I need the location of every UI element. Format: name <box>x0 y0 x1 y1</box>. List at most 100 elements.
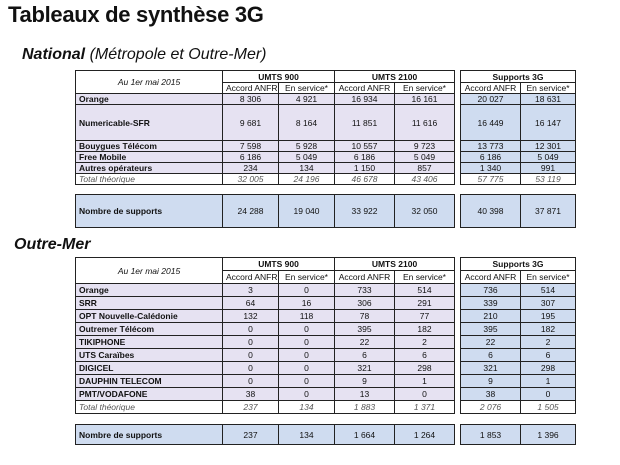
table-cell: 339 <box>460 296 522 310</box>
table-cell: 24 288 <box>222 194 279 228</box>
operator-label: Bouygues Télécom <box>75 140 223 152</box>
outremer-date-label: Au 1er mai 2015 <box>75 257 223 284</box>
table-cell: 1 505 <box>520 400 577 414</box>
operator-label: Autres opérateurs <box>75 162 223 174</box>
table-cell: 0 <box>222 322 279 336</box>
outremer-total-row: Total théorique 237 134 1 883 1 371 2 07… <box>75 400 577 414</box>
table-cell: 6 <box>334 348 395 362</box>
operator-label: PMT/VODAFONE <box>75 387 223 401</box>
table-row: DIGICEL 0 0 321 298 321 298 <box>75 361 577 375</box>
table-cell: 234 <box>222 162 279 174</box>
table-cell: 5 928 <box>278 140 335 152</box>
operator-label: DIGICEL <box>75 361 223 375</box>
table-cell: 9 723 <box>393 140 456 152</box>
outremer-group-umts2100: UMTS 2100 <box>333 257 456 271</box>
table-cell: 0 <box>222 335 279 349</box>
table-cell: 6 <box>393 348 456 362</box>
national-supports-row: Nombre de supports 24 288 19 040 33 922 … <box>75 194 577 228</box>
outremer-supports-label: Nombre de supports <box>75 424 223 445</box>
operator-label: SRR <box>75 296 223 310</box>
table-cell: 53 119 <box>520 173 577 185</box>
table-cell: 38 <box>222 387 279 401</box>
table-cell: 2 <box>520 335 577 349</box>
outremer-table-body: Orange 3 0 733 514 736 514 SRR 64 16 306 291 339 307 O… <box>75 283 577 401</box>
table-cell: 321 <box>334 361 395 375</box>
table-cell: 0 <box>278 322 335 336</box>
table-cell: 16 934 <box>334 93 395 105</box>
table-cell: 0 <box>278 374 335 388</box>
national-subheader: Accord ANFR <box>222 82 279 94</box>
national-supports-label: Nombre de supports <box>75 194 223 228</box>
table-cell: 9 <box>334 374 395 388</box>
table-cell: 237 <box>222 424 279 445</box>
table-cell: 13 <box>334 387 395 401</box>
table-cell: 19 040 <box>278 194 335 228</box>
operator-label: Outremer Télécom <box>75 322 223 336</box>
table-cell: 10 557 <box>334 140 395 152</box>
table-cell: 1 <box>520 374 577 388</box>
table-cell: 16 449 <box>460 104 522 141</box>
table-row: Numericable-SFR 9 681 8 164 11 851 11 616 16 … <box>75 104 577 141</box>
table-cell: 857 <box>393 162 456 174</box>
table-cell: 6 186 <box>334 151 395 163</box>
table-cell: 182 <box>520 322 577 336</box>
table-cell: 22 <box>334 335 395 349</box>
table-cell: 2 076 <box>460 400 522 414</box>
table-row: Orange 8 306 4 921 16 934 16 161 20 027 18 631 <box>75 93 577 105</box>
table-cell: 20 027 <box>460 93 522 105</box>
table-row: Free Mobile 6 186 5 049 6 186 5 049 6 186 5 04… <box>75 151 577 163</box>
table-cell: 1 396 <box>520 424 577 445</box>
table-cell: 134 <box>278 400 335 414</box>
table-cell: 22 <box>460 335 522 349</box>
table-cell: 11 616 <box>393 104 456 141</box>
national-total-row: Total théorique 32 005 24 196 46 678 43 … <box>75 173 577 185</box>
table-cell: 8 306 <box>222 93 279 105</box>
national-heading: National (Métropole et Outre-Mer) <box>22 46 267 64</box>
table-cell: 134 <box>278 424 335 445</box>
table-cell: 118 <box>278 309 335 323</box>
table-cell: 395 <box>334 322 395 336</box>
national-total-label: Total théorique <box>75 173 223 185</box>
table-row: TIKIPHONE 0 0 22 2 22 2 <box>75 335 577 349</box>
table-cell: 132 <box>222 309 279 323</box>
operator-label: Free Mobile <box>75 151 223 163</box>
table-row: PMT/VODAFONE 38 0 13 0 38 0 <box>75 387 577 401</box>
national-subheader: En service* <box>393 82 456 94</box>
table-cell: 1 664 <box>334 424 395 445</box>
table-cell: 514 <box>393 283 456 297</box>
operator-label: OPT Nouvelle-Calédonie <box>75 309 223 323</box>
table-cell: 306 <box>334 296 395 310</box>
table-cell: 4 921 <box>278 93 335 105</box>
table-cell: 77 <box>393 309 456 323</box>
table-cell: 16 161 <box>393 93 456 105</box>
table-cell: 1 883 <box>334 400 395 414</box>
table-cell: 5 049 <box>393 151 456 163</box>
table-cell: 5 049 <box>278 151 335 163</box>
table-cell: 32 050 <box>393 194 456 228</box>
table-cell: 307 <box>520 296 577 310</box>
table-cell: 0 <box>278 283 335 297</box>
table-cell: 6 186 <box>222 151 279 163</box>
outremer-total-label: Total théorique <box>75 400 223 414</box>
table-cell: 237 <box>222 400 279 414</box>
table-cell: 298 <box>520 361 577 375</box>
operator-label: Orange <box>75 283 223 297</box>
table-cell: 9 <box>460 374 522 388</box>
table-cell: 13 773 <box>460 140 522 152</box>
table-cell: 33 922 <box>334 194 395 228</box>
table-cell: 1 853 <box>460 424 522 445</box>
table-cell: 16 <box>278 296 335 310</box>
table-cell: 40 398 <box>460 194 522 228</box>
national-heading-rest: (Métropole et Outre-Mer) <box>85 46 267 63</box>
table-row: OPT Nouvelle-Calédonie 132 118 78 77 210 195 <box>75 309 577 323</box>
table-row: Orange 3 0 733 514 736 514 <box>75 283 577 297</box>
national-date-label: Au 1er mai 2015 <box>75 70 223 94</box>
table-cell: 1 371 <box>393 400 456 414</box>
national-group-supports3g: Supports 3G <box>460 70 577 83</box>
table-cell: 38 <box>460 387 522 401</box>
table-row: Autres opérateurs 234 134 1 150 857 1 340 991 <box>75 162 577 174</box>
table-cell: 182 <box>393 322 456 336</box>
table-cell: 0 <box>278 361 335 375</box>
table-cell: 195 <box>520 309 577 323</box>
table-cell: 736 <box>460 283 522 297</box>
